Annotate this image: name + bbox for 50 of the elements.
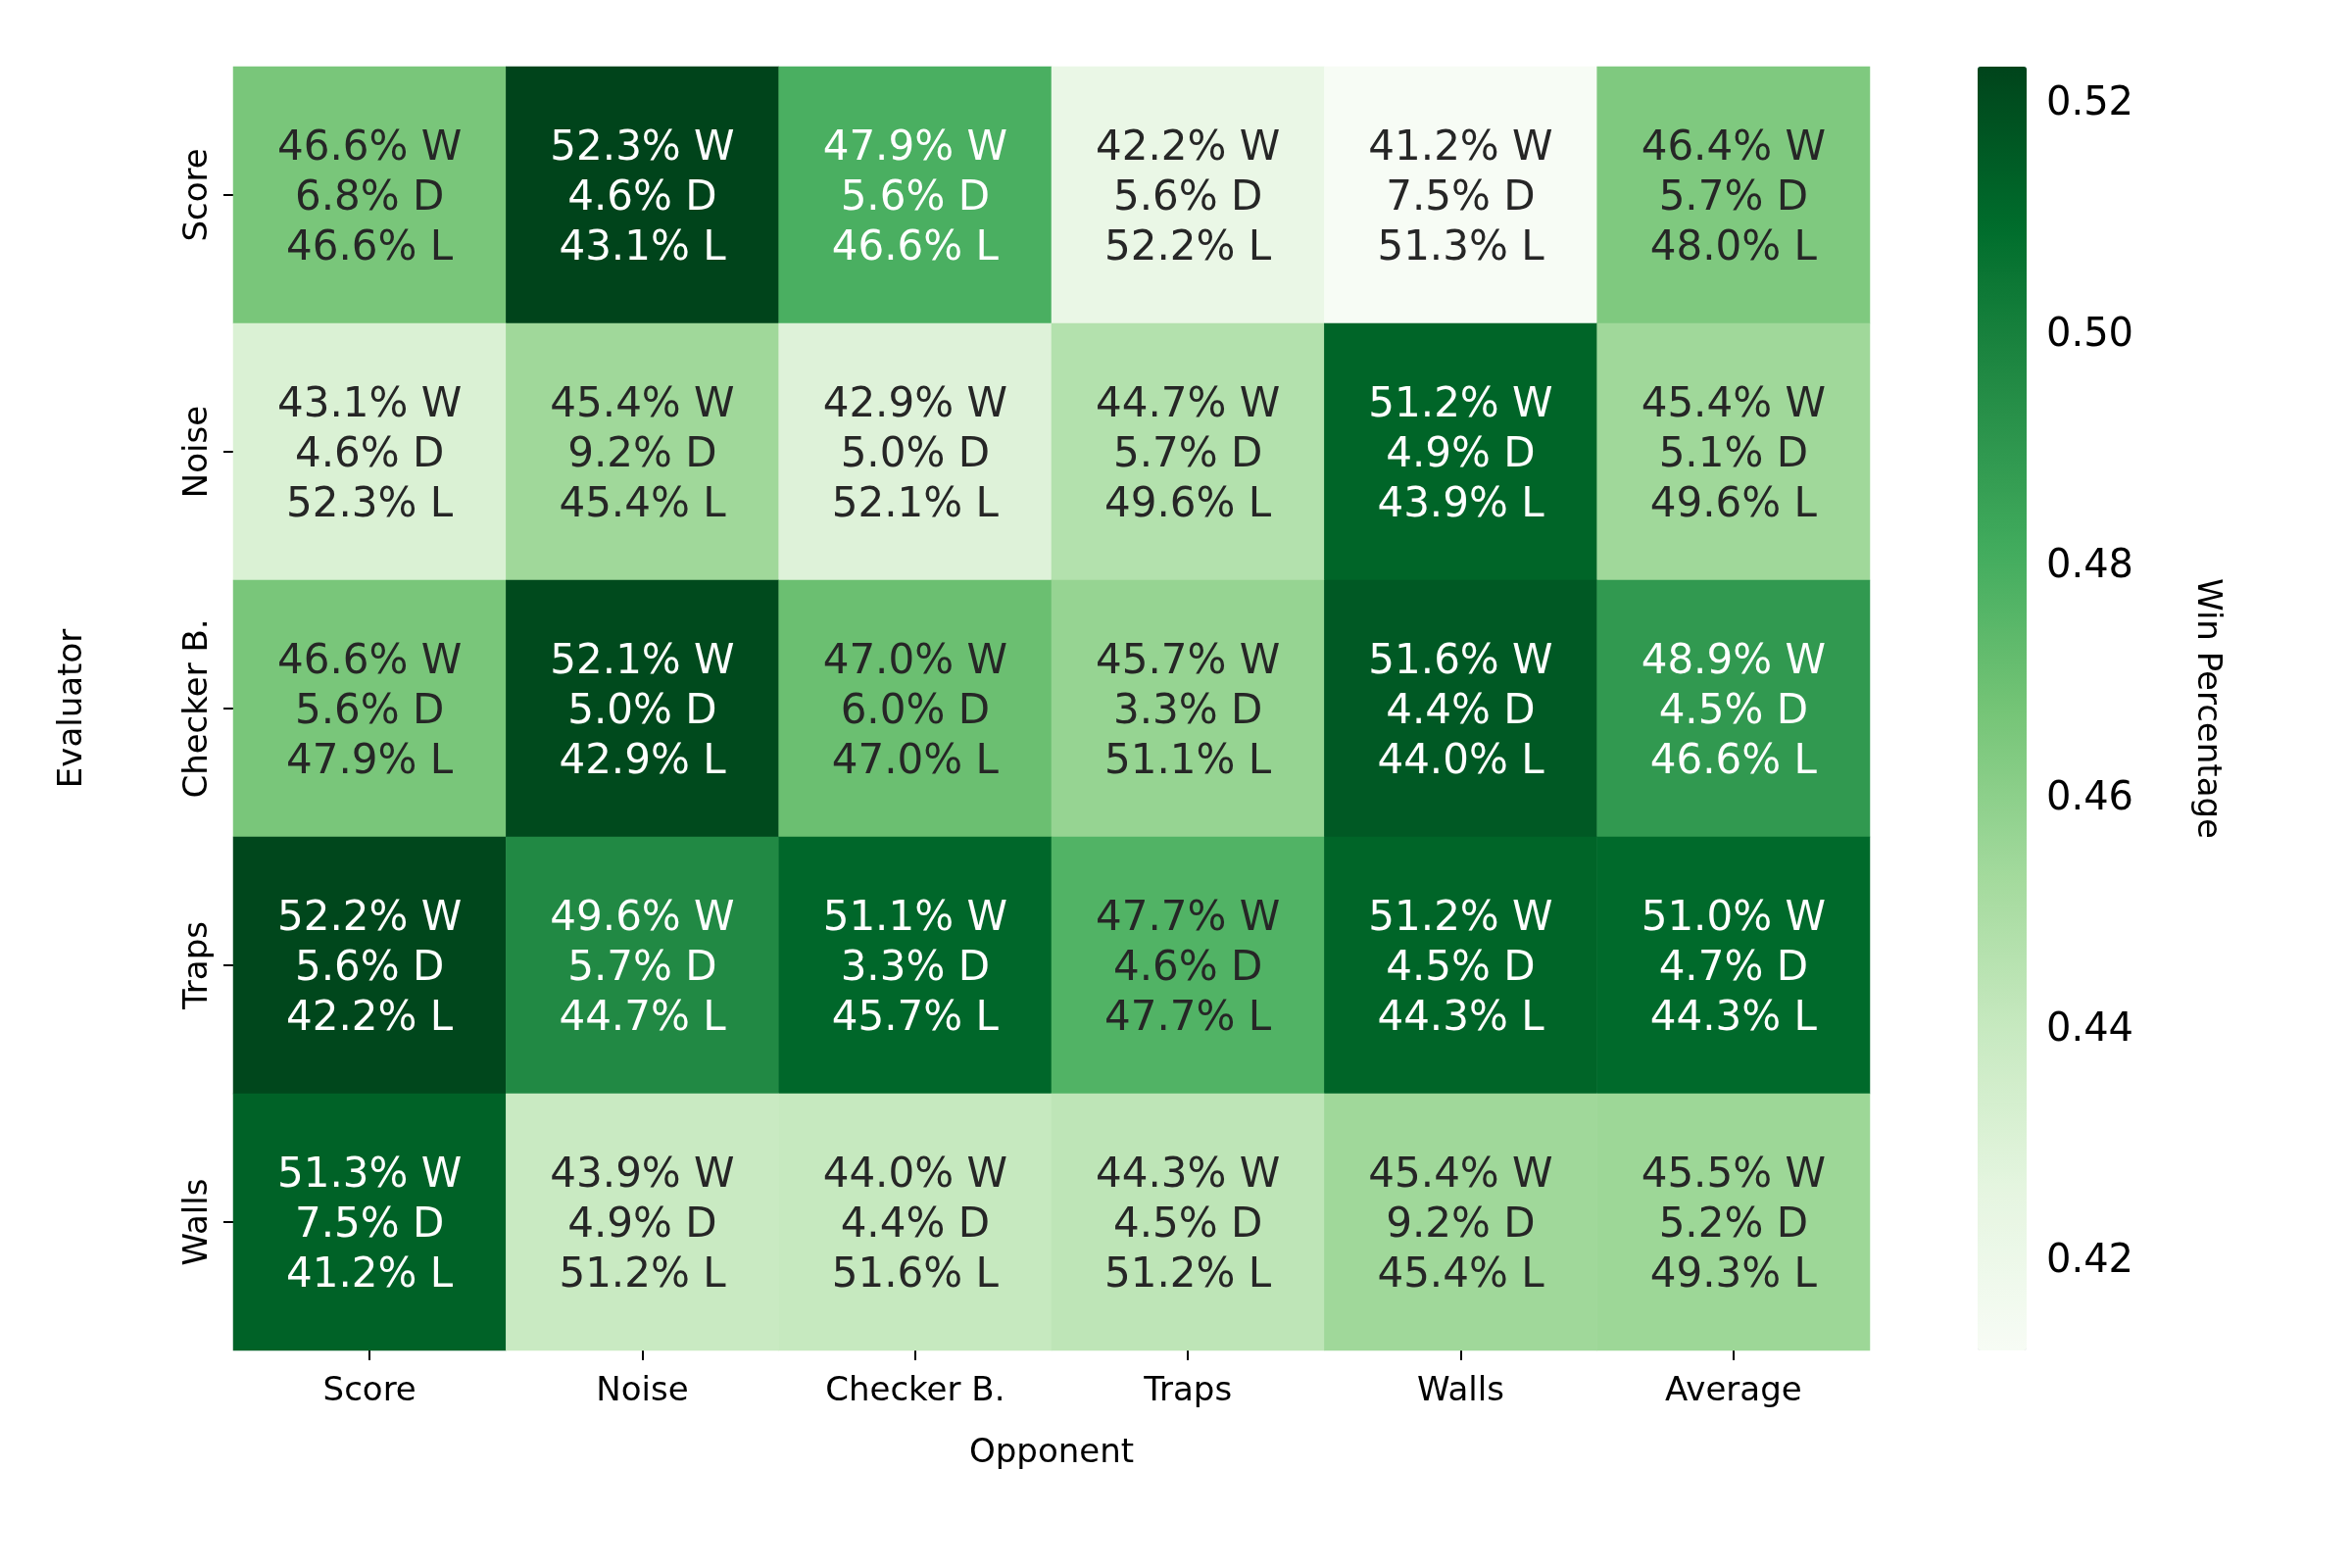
color-bar-label: 0.42 — [2046, 1235, 2134, 1281]
data-label: 47.9% W 5.6% D 46.6% L — [822, 121, 1007, 270]
data-label: 51.0% W 4.7% D 44.3% L — [1641, 891, 1826, 1040]
data-label: 52.3% W 4.6% D 43.1% L — [550, 121, 735, 270]
x-tick-label: Checker B. — [825, 1369, 1005, 1408]
data-label: 51.2% W 4.5% D 44.3% L — [1368, 891, 1553, 1040]
x-axis-title: Opponent — [968, 1431, 1135, 1470]
data-label: 52.1% W 5.0% D 42.9% L — [550, 634, 735, 783]
data-label: 51.1% W 3.3% D 45.7% L — [822, 891, 1007, 1040]
data-label: 52.2% W 5.6% D 42.2% L — [277, 891, 463, 1040]
y-axis-title: Evaluator — [50, 628, 89, 789]
color-bar-label: 0.44 — [2046, 1004, 2134, 1050]
data-label: 42.2% W 5.6% D 52.2% L — [1096, 121, 1281, 270]
x-tick-label: Noise — [596, 1369, 689, 1408]
data-label: 47.7% W 4.6% D 47.7% L — [1096, 891, 1281, 1040]
y-tick-label: Checker B. — [175, 618, 215, 799]
y-tick-label: Score — [175, 148, 215, 242]
data-label: 42.9% W 5.0% D 52.1% L — [822, 377, 1007, 526]
x-tick-label: Score — [322, 1369, 416, 1408]
data-label: 45.4% W 5.1% D 49.6% L — [1641, 377, 1826, 526]
y-tick-label: Walls — [175, 1178, 215, 1266]
data-label: 44.3% W 4.5% D 51.2% L — [1096, 1148, 1281, 1297]
x-tick-label: Traps — [1143, 1369, 1233, 1408]
x-tick-label: Average — [1665, 1369, 1802, 1408]
data-label: 46.4% W 5.7% D 48.0% L — [1641, 121, 1826, 270]
data-label: 44.0% W 4.4% D 51.6% L — [822, 1148, 1007, 1297]
color-bar-title: Win Percentage — [2190, 578, 2230, 839]
y-tick-label: Traps — [175, 921, 215, 1010]
x-tick-label: Walls — [1417, 1369, 1504, 1408]
data-label: 45.7% W 3.3% D 51.1% L — [1096, 634, 1281, 783]
data-label: 51.6% W 4.4% D 44.0% L — [1368, 634, 1553, 783]
color-bar-label: 0.50 — [2046, 310, 2134, 356]
y-tick-label: Noise — [175, 405, 215, 499]
data-label: 41.2% W 7.5% D 51.3% L — [1368, 121, 1553, 270]
data-label: 45.5% W 5.2% D 49.3% L — [1641, 1148, 1826, 1297]
data-label: 47.0% W 6.0% D 47.0% L — [822, 634, 1007, 783]
color-bar-label: 0.48 — [2046, 541, 2134, 587]
data-label: 46.6% W 6.8% D 46.6% L — [277, 121, 463, 270]
data-label: 45.4% W 9.2% D 45.4% L — [550, 377, 735, 526]
data-label: 46.6% W 5.6% D 47.9% L — [277, 634, 463, 783]
color-bar-label: 0.52 — [2046, 78, 2134, 124]
data-label: 48.9% W 4.5% D 46.6% L — [1641, 634, 1826, 783]
data-label: 43.1% W 4.6% D 52.3% L — [277, 377, 463, 526]
data-label: 51.2% W 4.9% D 43.9% L — [1368, 377, 1553, 526]
color-bar-label: 0.46 — [2046, 772, 2134, 818]
data-label: 45.4% W 9.2% D 45.4% L — [1368, 1148, 1553, 1297]
data-label: 49.6% W 5.7% D 44.7% L — [550, 891, 735, 1040]
data-label: 44.7% W 5.7% D 49.6% L — [1096, 377, 1281, 526]
data-label: 43.9% W 4.9% D 51.2% L — [550, 1148, 735, 1297]
data-label: 51.3% W 7.5% D 41.2% L — [277, 1148, 463, 1297]
